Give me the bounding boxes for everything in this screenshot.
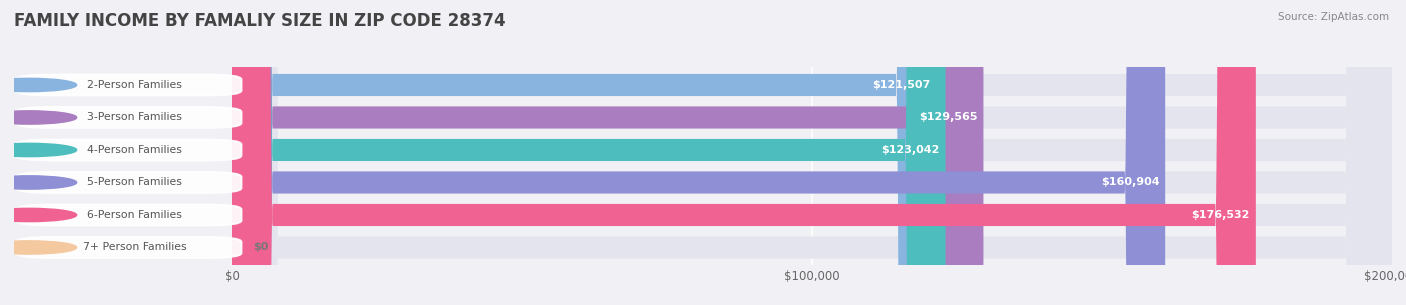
Text: $129,565: $129,565 [920, 113, 977, 123]
FancyBboxPatch shape [232, 0, 1392, 305]
Circle shape [0, 78, 77, 92]
Circle shape [0, 241, 77, 254]
FancyBboxPatch shape [232, 0, 1392, 305]
FancyBboxPatch shape [232, 0, 1392, 305]
FancyBboxPatch shape [17, 75, 242, 95]
FancyBboxPatch shape [232, 0, 1256, 305]
FancyBboxPatch shape [232, 0, 936, 305]
Text: Source: ZipAtlas.com: Source: ZipAtlas.com [1278, 12, 1389, 22]
FancyBboxPatch shape [232, 0, 1392, 305]
Text: 7+ Person Families: 7+ Person Families [83, 242, 187, 253]
Circle shape [0, 143, 77, 157]
FancyBboxPatch shape [17, 107, 242, 128]
Text: 6-Person Families: 6-Person Families [87, 210, 183, 220]
Text: $121,507: $121,507 [873, 80, 931, 90]
FancyBboxPatch shape [232, 0, 1392, 305]
Circle shape [0, 176, 77, 189]
FancyBboxPatch shape [232, 0, 1392, 305]
FancyBboxPatch shape [17, 205, 242, 225]
FancyBboxPatch shape [232, 0, 1166, 305]
Text: FAMILY INCOME BY FAMALIY SIZE IN ZIP CODE 28374: FAMILY INCOME BY FAMALIY SIZE IN ZIP COD… [14, 12, 506, 30]
Text: $0: $0 [253, 242, 269, 253]
Text: 5-Person Families: 5-Person Families [87, 178, 183, 188]
Text: 2-Person Families: 2-Person Families [87, 80, 183, 90]
Text: $123,042: $123,042 [882, 145, 939, 155]
FancyBboxPatch shape [17, 237, 242, 258]
Text: 3-Person Families: 3-Person Families [87, 113, 183, 123]
FancyBboxPatch shape [232, 0, 983, 305]
Circle shape [0, 111, 77, 124]
FancyBboxPatch shape [17, 172, 242, 193]
Text: $176,532: $176,532 [1192, 210, 1250, 220]
FancyBboxPatch shape [232, 0, 946, 305]
Text: $160,904: $160,904 [1101, 178, 1160, 188]
Text: 4-Person Families: 4-Person Families [87, 145, 183, 155]
Circle shape [0, 208, 77, 222]
FancyBboxPatch shape [17, 140, 242, 160]
